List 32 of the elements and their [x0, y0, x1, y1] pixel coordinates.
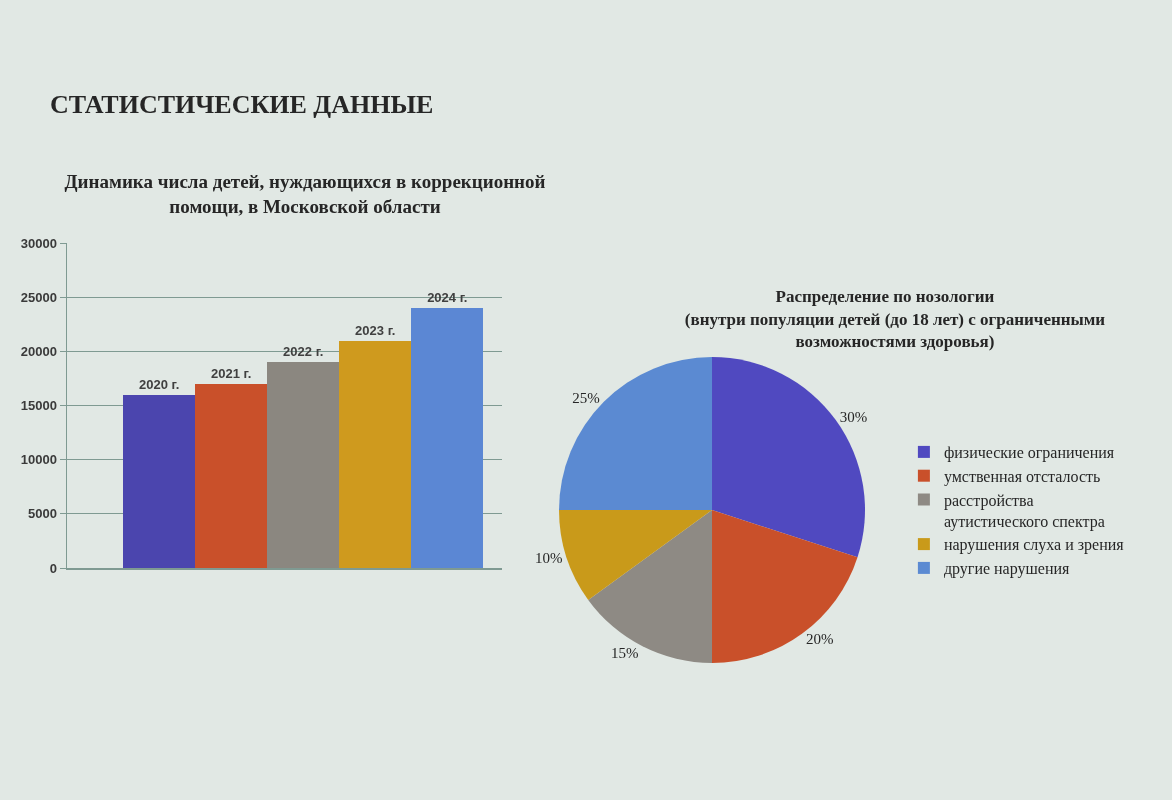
y-tick-label: 30000: [20, 235, 57, 251]
pie-slice: [559, 357, 713, 510]
y-tick-label: 5000: [27, 506, 57, 522]
legend-label: умственная отсталость: [943, 467, 1101, 486]
bar: [267, 362, 340, 568]
bar: [123, 394, 196, 568]
legend-label: нарушения слуха и зрения: [943, 536, 1125, 555]
x-tick-label: 2021 г.: [211, 365, 252, 381]
legend-label: другие нарушения: [943, 560, 1071, 579]
data-label: 15%: [611, 644, 639, 661]
bar: [195, 383, 268, 568]
chart-subtitle: (внутри популяции детей (до 18 лет) с ограниченными возможностями здоровья): [683, 309, 1107, 354]
y-tick-label: 0: [49, 560, 57, 576]
text: СТАТИСТИЧЕСКИЕ ДАННЫЕ: [50, 90, 434, 120]
y-tick-label: 15000: [20, 398, 57, 414]
data-label: 10%: [535, 550, 563, 567]
x-tick-label: 2020 г.: [139, 376, 180, 392]
y-tick-label: 25000: [20, 289, 57, 305]
chart-title: Распределение по нозологии: [774, 286, 996, 308]
data-label: 30%: [839, 409, 868, 426]
pie-slice: [712, 357, 865, 558]
pie-slice: [588, 510, 713, 663]
y-tick-label: 10000: [20, 452, 57, 468]
bar: [339, 340, 412, 568]
x-tick-label: 2023 г.: [355, 322, 396, 338]
pie-slice: [712, 510, 858, 663]
chart-title: Динамика числа детей, нуждающихся в коррекционной помощи, в Московской области: [63, 170, 547, 219]
data-label: 25%: [572, 389, 600, 406]
legend-label: физические ограничения: [943, 444, 1115, 463]
bar: [411, 308, 484, 568]
y-tick-label: 20000: [20, 343, 57, 359]
data-label: 20%: [805, 631, 834, 648]
